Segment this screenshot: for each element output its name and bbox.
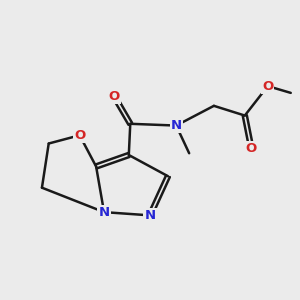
Text: N: N — [171, 119, 182, 132]
Text: N: N — [144, 209, 156, 222]
Text: O: O — [246, 142, 257, 155]
Text: O: O — [74, 129, 85, 142]
Text: O: O — [262, 80, 273, 93]
Text: N: N — [98, 206, 110, 219]
Text: O: O — [109, 90, 120, 103]
